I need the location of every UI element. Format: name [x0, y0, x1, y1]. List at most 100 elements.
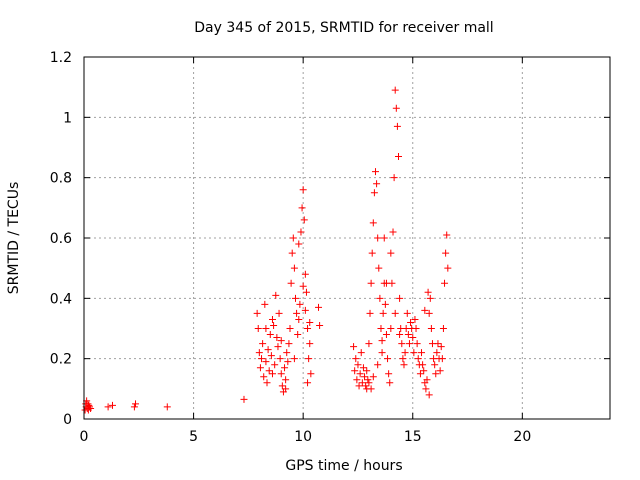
- data-point: [307, 370, 315, 378]
- data-point: [373, 180, 381, 188]
- data-point: [411, 315, 419, 323]
- data-point: [377, 325, 385, 332]
- data-point: [423, 376, 431, 384]
- data-point: [389, 228, 397, 236]
- data-point: [266, 331, 274, 339]
- data-point: [378, 337, 386, 345]
- data-point: [391, 309, 399, 317]
- data-point: [418, 349, 426, 357]
- data-point: [283, 349, 291, 357]
- data-point: [284, 358, 292, 366]
- data-point: [130, 403, 138, 411]
- data-point: [365, 379, 373, 387]
- data-point: [405, 340, 413, 348]
- data-point: [276, 355, 284, 363]
- data-point: [353, 376, 361, 384]
- data-point: [385, 370, 393, 378]
- data-point: [295, 240, 303, 248]
- y-tick-label: 0.8: [50, 171, 72, 187]
- data-point: [376, 294, 384, 302]
- data-point: [407, 318, 415, 326]
- data-point: [254, 325, 262, 332]
- data-point: [370, 189, 378, 197]
- data-point: [302, 288, 310, 296]
- data-point: [393, 122, 401, 130]
- data-point: [289, 234, 297, 242]
- data-point: [357, 349, 365, 357]
- data-point: [396, 331, 404, 339]
- data-point: [87, 404, 95, 412]
- data-point: [84, 400, 92, 408]
- data-point: [273, 334, 281, 342]
- data-point: [403, 309, 411, 317]
- data-point: [401, 349, 409, 357]
- data-point: [378, 349, 386, 357]
- data-point: [104, 403, 112, 411]
- data-point: [425, 391, 433, 399]
- data-point: [316, 321, 324, 329]
- data-point: [296, 300, 304, 308]
- data-point: [375, 264, 383, 272]
- data-point: [305, 355, 313, 363]
- data-point: [267, 352, 275, 360]
- x-tick-labels: 0 5 10 15 20: [80, 429, 532, 445]
- data-point: [298, 204, 306, 212]
- data-point: [437, 343, 445, 351]
- data-point: [277, 337, 285, 345]
- data-point: [364, 376, 372, 384]
- data-point: [382, 331, 390, 339]
- data-point: [439, 325, 447, 332]
- data-point: [259, 340, 267, 348]
- data-point: [299, 186, 307, 194]
- data-point: [410, 349, 418, 357]
- data-point: [443, 231, 451, 239]
- data-point: [352, 355, 360, 363]
- data-point: [297, 228, 305, 236]
- data-point: [434, 340, 442, 348]
- y-tick-labels: 0 0.2 0.4 0.6 0.8 1 1.2: [50, 50, 72, 428]
- x-tick-label: 10: [294, 429, 312, 445]
- data-point: [359, 364, 367, 372]
- data-point: [263, 379, 271, 387]
- grid-lines: [84, 57, 610, 419]
- data-point: [431, 361, 439, 369]
- data-point: [306, 340, 314, 348]
- data-point: [361, 373, 369, 381]
- data-point: [387, 249, 395, 257]
- plot-frame: [83, 56, 611, 420]
- data-point: [412, 325, 420, 332]
- y-tick-label: 1.2: [50, 50, 72, 66]
- data-point: [438, 355, 446, 363]
- data-point: [272, 291, 280, 299]
- data-point: [384, 355, 392, 363]
- data-point: [270, 321, 278, 329]
- data-point: [427, 325, 435, 332]
- x-tick-label: 15: [404, 429, 422, 445]
- data-point: [374, 361, 382, 369]
- data-point: [355, 382, 363, 390]
- data-point: [271, 361, 279, 369]
- data-point: [404, 331, 412, 339]
- data-point: [391, 86, 399, 94]
- data-point: [299, 282, 307, 290]
- x-tick-label: 0: [80, 429, 89, 445]
- data-point: [85, 401, 93, 409]
- axis-ticks: [83, 56, 610, 420]
- data-point: [425, 309, 433, 317]
- data-point: [262, 358, 270, 366]
- data-point: [432, 370, 440, 378]
- data-point: [300, 216, 308, 224]
- data-point: [301, 270, 309, 278]
- data-point: [365, 340, 373, 348]
- data-point: [358, 379, 366, 387]
- data-point: [255, 349, 263, 357]
- data-point: [268, 315, 276, 323]
- data-point: [413, 340, 421, 348]
- data-point: [261, 300, 269, 308]
- data-point: [426, 294, 434, 302]
- data-point: [369, 219, 377, 227]
- data-point: [240, 395, 248, 403]
- data-point: [315, 303, 323, 311]
- data-point: [85, 403, 93, 411]
